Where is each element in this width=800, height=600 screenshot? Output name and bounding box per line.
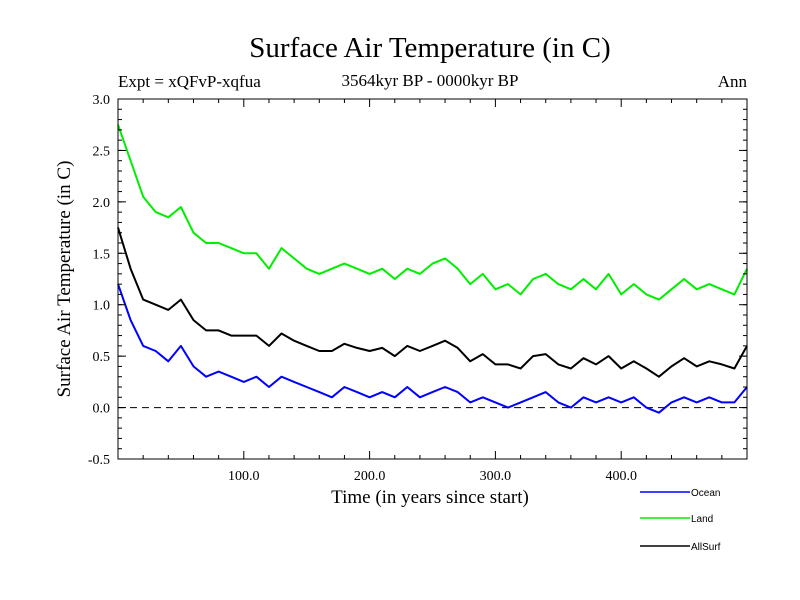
x-axis-label: Time (in years since start) xyxy=(331,487,529,508)
y-tick-label: 0.5 xyxy=(93,350,111,365)
x-axis: 100.0 200.0 300.0 400.0 xyxy=(142,99,723,484)
y-tick-label: 1.0 xyxy=(93,299,111,314)
legend-label-land: Land xyxy=(691,514,713,525)
series-line-ocean xyxy=(117,283,748,414)
y-tick-label: -0.5 xyxy=(88,453,110,468)
y-tick-label: 1.5 xyxy=(93,247,111,262)
legend-label-allsurf: AllSurf xyxy=(691,542,721,553)
legend-label-ocean: Ocean xyxy=(691,488,720,499)
legend: Ocean Land AllSurf xyxy=(640,488,721,553)
x-tick-label: 300.0 xyxy=(480,469,512,484)
chart-subtitle: 3564kyr BP - 0000kyr BP xyxy=(342,71,519,90)
chart-title: Surface Air Temperature (in C) xyxy=(249,32,610,64)
x-tick-label: 200.0 xyxy=(354,469,386,484)
y-tick-label: 3.0 xyxy=(93,93,111,108)
x-tick-label: 400.0 xyxy=(605,469,637,484)
y-tick-label: 2.0 xyxy=(93,196,111,211)
season-label: Ann xyxy=(718,72,748,91)
y-tick-label: 2.5 xyxy=(93,144,111,159)
y-axis-label: Surface Air Temperature (in C) xyxy=(54,161,75,398)
series-line-land xyxy=(117,124,748,301)
y-tick-label: 0.0 xyxy=(93,402,111,417)
series-line-allsurf xyxy=(117,227,748,378)
plot-frame xyxy=(117,98,748,460)
plot-area xyxy=(117,124,748,414)
experiment-label: Expt = xQFvP-xqfua xyxy=(118,72,261,91)
y-axis: -0.5 0.0 0.5 1.0 1.5 2.0 2.5 3.0 xyxy=(88,93,747,468)
x-tick-label: 100.0 xyxy=(228,469,260,484)
